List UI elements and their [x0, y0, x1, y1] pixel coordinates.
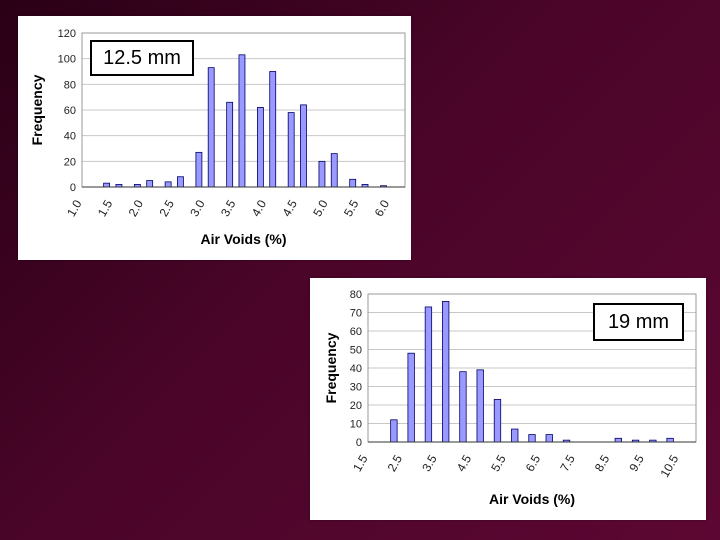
y-tick-label: 10 [350, 419, 362, 431]
bar [146, 180, 154, 188]
bar [103, 182, 111, 188]
y-tick-label: 100 [58, 54, 76, 66]
x-tick-label: 3.5 [419, 452, 440, 474]
x-tick-label: 5.5 [341, 197, 362, 219]
bar [330, 153, 338, 188]
x-tick-label: 10.5 [658, 452, 682, 480]
x-tick-label: 5.5 [488, 452, 509, 474]
x-tick-label: 3.5 [218, 197, 239, 219]
bar [238, 54, 246, 188]
y-axis-label: Frequency [323, 332, 339, 403]
bar [666, 437, 674, 443]
y-tick-label: 20 [64, 156, 76, 168]
bar [493, 399, 502, 443]
y-tick-label: 0 [70, 182, 76, 194]
chart-panel-19mm: 0 10 20 30 40 50 60 70 80 1.5 2.5 3.5 4.5 5.5 6.5 7.5 8.… [310, 278, 706, 520]
bar [442, 300, 450, 443]
x-tick-label: 6.0 [372, 197, 393, 219]
x-axis-label: Air Voids (%) [200, 231, 286, 247]
x-tick-label: 1.0 [64, 197, 85, 219]
y-tick-label: 70 [350, 308, 362, 320]
bar [459, 371, 467, 443]
y-tick-label: 40 [64, 131, 76, 143]
x-tick-label: 3.0 [187, 197, 208, 219]
y-tick-label: 30 [350, 382, 362, 394]
bar [318, 160, 326, 188]
bar [257, 107, 264, 188]
y-tick-label: 50 [350, 345, 362, 357]
bar [207, 67, 215, 188]
y-tick-label: 0 [356, 437, 362, 449]
bar [476, 369, 484, 443]
y-tick-label: 120 [58, 28, 76, 40]
x-tick-label: 4.0 [249, 197, 270, 219]
x-tick-label: 7.5 [557, 452, 578, 474]
x-tick-label: 5.0 [310, 197, 331, 219]
bar [349, 178, 357, 188]
bar [164, 181, 172, 188]
bar [424, 306, 433, 443]
chart-annotation: 12.5 mm [90, 40, 194, 76]
chart-19mm: 0 10 20 30 40 50 60 70 80 1.5 2.5 3.5 4.5 5.5 6.5 7.5 8.… [323, 289, 697, 507]
x-tick-label: 9.5 [626, 452, 647, 474]
bar [269, 71, 277, 188]
y-tick-label: 80 [350, 289, 362, 301]
y-tick-label: 80 [64, 79, 76, 91]
bar [226, 101, 234, 188]
bar [195, 151, 203, 188]
chart-panel-12-5mm: 0 20 40 60 80 100 120 1.0 1.5 2.0 2.5 3.0 3.5 4.0 4.5 5… [18, 16, 411, 260]
x-tick-label: 8.5 [592, 452, 613, 474]
bar [177, 176, 184, 188]
bar [287, 112, 295, 188]
chart-annotation: 19 mm [593, 303, 684, 341]
x-tick-label: 1.5 [95, 197, 116, 219]
x-tick-label: 2.0 [126, 197, 147, 219]
x-tick-label: 6.5 [523, 452, 544, 474]
x-tick-label: 4.5 [454, 452, 475, 474]
bar [528, 434, 536, 443]
y-tick-label: 60 [64, 105, 76, 117]
x-tick-label: 1.5 [350, 452, 371, 474]
x-tick-label: 4.5 [279, 197, 300, 219]
chart-12-5mm: 0 20 40 60 80 100 120 1.0 1.5 2.0 2.5 3.0 3.5 4.0 4.5 5… [29, 28, 406, 247]
bar [390, 419, 398, 443]
bar [511, 428, 519, 443]
x-tick-label: 2.5 [156, 197, 177, 219]
y-tick-label: 60 [350, 326, 362, 338]
bar [545, 434, 553, 443]
x-axis-label: Air Voids (%) [489, 491, 575, 507]
x-tick-label: 2.5 [385, 452, 406, 474]
y-tick-label: 20 [350, 400, 362, 412]
bar [300, 104, 307, 188]
bar [614, 437, 622, 443]
y-tick-label: 40 [350, 363, 362, 375]
y-axis-label: Frequency [29, 74, 45, 145]
bar [407, 352, 415, 443]
